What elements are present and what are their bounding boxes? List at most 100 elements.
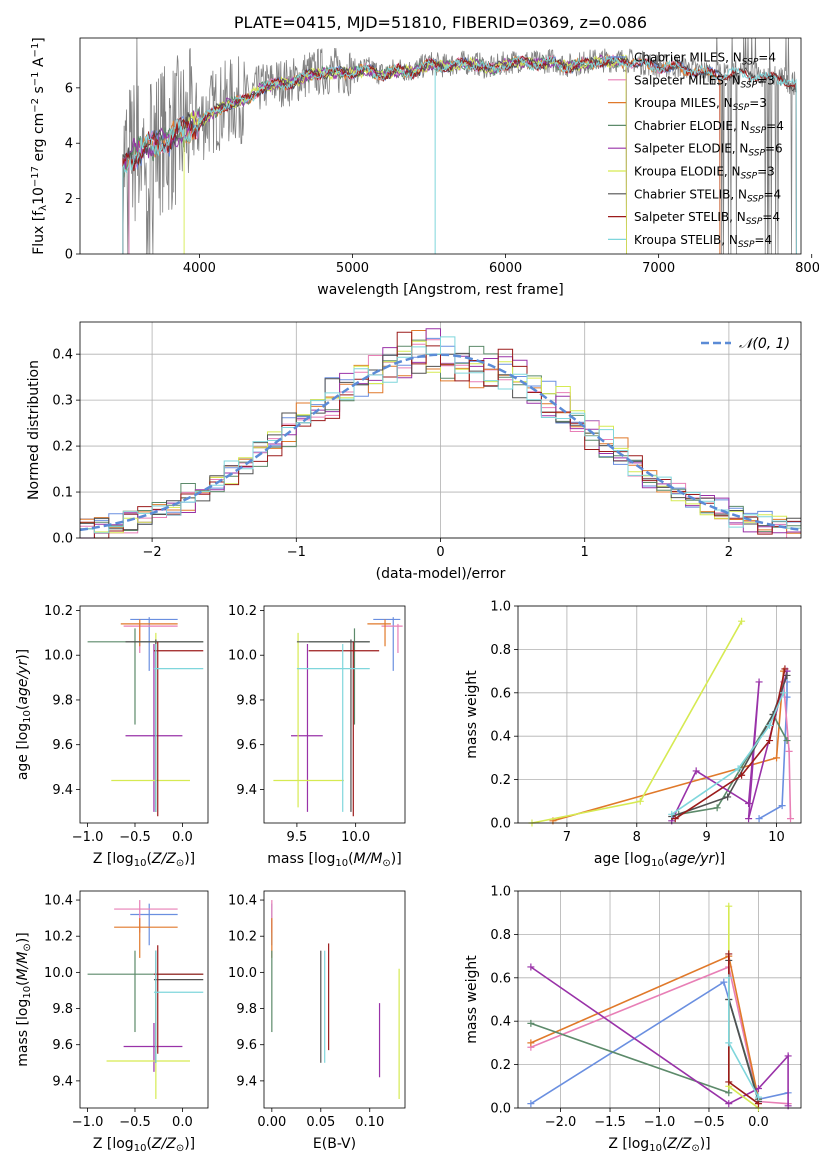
x-tick-label: 0.05 (306, 1115, 335, 1130)
x-tick-label: 7000 (642, 261, 675, 276)
series-marker (745, 799, 753, 807)
y-axis-label-part: erg cm (31, 113, 47, 166)
legend-text: Salpeter ELODIE, N (634, 142, 748, 156)
y-axis-label: mass weight (464, 955, 480, 1044)
y-tick-label: 9.8 (52, 1002, 73, 1017)
y-tick-label: 9.8 (52, 693, 73, 708)
point-kroupa-elodie (111, 632, 190, 808)
series-marker (668, 810, 676, 818)
y-axis-label-part: )] (15, 932, 31, 943)
spectrum-frame (79, 37, 802, 255)
legend-label-kroupa-elodie: Kroupa ELODIE, NSSP=3 (634, 165, 775, 182)
series-marker (754, 1093, 762, 1101)
series-marker (755, 678, 763, 686)
legend-sub: SSP (733, 103, 750, 113)
legend-suffix: =4 (758, 51, 776, 65)
y-axis-label-part: age/yr (15, 659, 31, 705)
point-salpeter-elodie (291, 644, 323, 812)
y-tick-label: 10.2 (228, 930, 257, 945)
series-marker (725, 950, 733, 958)
residuals-frame (79, 321, 802, 539)
legend-sub: SSP (748, 149, 765, 159)
x-axis-label-part: )] (184, 1136, 195, 1152)
x-axis-label-part: age [log (594, 851, 651, 867)
figure-title: PLATE=0415, MJD=51810, FIBERID=0369, z=0… (234, 13, 647, 32)
mass-vs-ebv-axes: 0.00 0.05 0.10 9.4 9.6 9.8 10.0 10.2 10.4 (228, 894, 384, 1130)
series-marker (671, 815, 679, 823)
legend-suffix: =4 (762, 210, 780, 224)
legend-sub: SSP (747, 194, 764, 204)
y-tick-label: 9.4 (52, 1074, 73, 1089)
x-axis-label-part: ( (348, 851, 353, 867)
y-axis-label-part: A (31, 57, 47, 71)
x-axis-label-part: Z [log (93, 851, 134, 867)
y-tick-label: 0.2 (52, 440, 73, 455)
point-chabrier-elodie (308, 628, 370, 725)
x-tick-label: 10 (768, 830, 785, 845)
x-axis-label: Z [log10(Z/Z⊙)] (93, 851, 195, 869)
legend-label-chabrier-miles: Chabrier MILES, NSSP=4 (634, 51, 776, 68)
series-marker (527, 963, 535, 971)
legend-text: Chabrier ELODIE, N (634, 119, 750, 133)
x-tick-label: −0.5 (119, 830, 151, 845)
legend-text: Salpeter STELIB, N (634, 210, 746, 224)
series-marker (738, 617, 746, 625)
x-tick-label: 5000 (336, 261, 369, 276)
series-marker (636, 797, 644, 805)
series-marker (713, 804, 721, 812)
x-tick-label: −0.5 (119, 1115, 151, 1130)
point-chabrier-miles (373, 617, 401, 671)
x-tick-label: −0.5 (693, 1115, 725, 1130)
weight-vs-z-axes: −2.0 −1.5 −1.0 −0.5 0.0 0.0 0.2 0.4 0.6 0.8 1.0 (490, 885, 801, 1130)
y-tick-label: 0 (65, 248, 73, 263)
weight-vs-age-lines (528, 617, 795, 827)
model-kroupa-elodie (183, 54, 627, 254)
legend-label-chabrier-elodie: Chabrier ELODIE, NSSP=4 (634, 119, 784, 136)
legend-text: Kroupa STELIB, N (634, 233, 738, 247)
legend-sub: SSP (741, 172, 758, 182)
x-axis-label: Z [log10(Z/Z⊙)] (608, 1136, 710, 1154)
x-tick-label: −2.0 (545, 1115, 577, 1130)
x-tick-label: 9 (703, 830, 711, 845)
age-vs-z-points (87, 617, 204, 817)
mass-vs-ebv-frame (263, 890, 406, 1109)
y-axis-label-part: 10 (31, 187, 47, 205)
series-marker (725, 1039, 733, 1047)
series-marker (787, 815, 795, 823)
legend-label-kroupa-miles: Kroupa MILES, NSSP=3 (634, 96, 767, 113)
x-tick-label: 7 (563, 830, 571, 845)
series-marker (766, 737, 774, 745)
spectrum-legend: Chabrier MILES, NSSP=4 Salpeter MILES, N S… (608, 51, 784, 250)
y-tick-label: 9.6 (236, 1038, 257, 1053)
y-tick-label: 10.0 (44, 966, 73, 981)
x-axis-label-part: 10 (335, 858, 348, 869)
y-tick-label: 10.4 (44, 894, 73, 909)
series-marker (773, 754, 781, 762)
y-tick-label: 0.3 (52, 394, 73, 409)
residual-histograms (79, 328, 802, 539)
point-salpeter-stelib (308, 641, 380, 817)
x-tick-label: 0.00 (257, 1115, 286, 1130)
series-kroupa-miles (527, 952, 762, 1103)
age-vs-mass-points (273, 617, 403, 817)
x-tick-label: 0.0 (172, 1115, 193, 1130)
x-axis-label-part: ( (662, 1136, 667, 1152)
model-kroupa-stelib (122, 55, 797, 254)
x-axis-label-part: ( (146, 1136, 151, 1152)
y-axis-label-part: 10 (22, 986, 33, 999)
hist-kroupa-stelib (80, 336, 801, 534)
legend-sub: SSP (746, 217, 763, 227)
series-marker (692, 767, 700, 775)
legend-text: Salpeter MILES, N (634, 73, 741, 87)
legend-suffix: =3 (749, 96, 767, 110)
y-tick-label: 1.0 (490, 600, 511, 615)
x-axis-label-part: )] (391, 851, 402, 867)
x-axis-label-part: )] (700, 1136, 711, 1152)
legend-text: Kroupa MILES, N (634, 96, 733, 110)
x-axis-label-part: )] (184, 851, 195, 867)
point-salpeter-miles (123, 623, 178, 653)
x-tick-label: 0.0 (748, 1115, 769, 1130)
x-axis-label: mass [log10(M/M⊙)] (267, 851, 401, 869)
y-tick-label: 2 (65, 192, 73, 207)
